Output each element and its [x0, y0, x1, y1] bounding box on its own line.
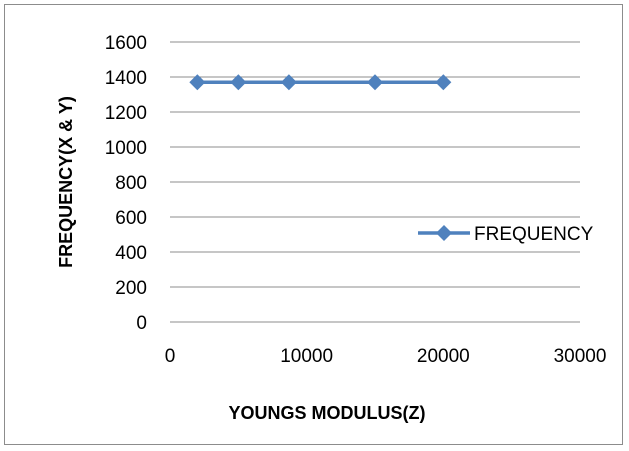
x-tick-label: 0	[165, 346, 176, 367]
x-tick-label: 20000	[417, 346, 470, 367]
x-axis-title: YOUNGS MODULUS(Z)	[229, 403, 426, 423]
data-point	[230, 74, 247, 91]
data-point	[367, 74, 383, 91]
legend-marker-diamond	[436, 225, 452, 241]
legend-label: FREQUENCY	[474, 224, 594, 245]
plot-area	[189, 74, 452, 91]
y-tick-label: 200	[115, 278, 147, 299]
x-tick-label: 30000	[554, 346, 607, 367]
data-point	[189, 74, 206, 91]
y-axis-title: FREQUENCY(X & Y)	[56, 96, 76, 268]
y-tick-label: 1000	[105, 138, 147, 159]
y-tick-label: 1400	[105, 68, 147, 89]
y-tick-label: 1200	[105, 103, 147, 124]
data-point	[435, 74, 452, 91]
y-tick-label: 600	[115, 208, 147, 229]
y-tick-label: 0	[136, 313, 147, 334]
x-axis-ticks: 0 10000 20000 30000	[165, 346, 607, 367]
x-tick-label: 10000	[280, 346, 333, 367]
y-axis-ticks: 0 200 400 600 800 1000 1200 1400 1600	[105, 33, 147, 334]
data-point	[280, 74, 297, 91]
y-tick-label: 400	[115, 243, 147, 264]
y-tick-label: 1600	[105, 33, 147, 54]
legend: FREQUENCY	[418, 224, 594, 245]
gridlines	[170, 41, 580, 323]
y-tick-label: 800	[115, 173, 147, 194]
